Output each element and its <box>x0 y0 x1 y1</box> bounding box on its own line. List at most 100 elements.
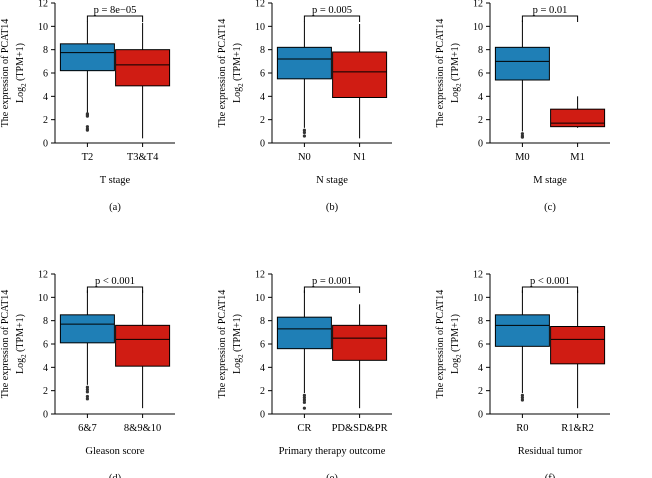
y-tick-label: 6 <box>478 69 483 80</box>
panel-label: (d) <box>109 473 122 478</box>
boxplot-panel: The expression of PCAT14 Log2 (TPM+1)0246… <box>0 0 175 213</box>
significance-bracket <box>521 15 579 22</box>
outlier-point <box>85 394 89 399</box>
x-tick-label: R0 <box>516 423 528 434</box>
outlier-point <box>85 128 89 132</box>
y-axis-label-tpm: (TPM+1) <box>15 314 26 354</box>
y-tick-label: 2 <box>478 115 483 126</box>
boxplot-panel: The expression of PCAT14 Log2 (TPM+1)0246… <box>435 0 610 213</box>
outlier-point <box>85 114 89 118</box>
x-tick-label: M0 <box>515 152 530 163</box>
x-axis-label: M stage <box>533 175 567 186</box>
p-value-label: p = 0.01 <box>533 5 568 16</box>
x-axis-label: Gleason score <box>85 446 145 457</box>
y-axis-label-log: Log <box>232 87 243 103</box>
x-tick-label: T2 <box>82 152 94 163</box>
outlier-point <box>520 132 525 136</box>
y-tick-label: 2 <box>43 386 48 397</box>
box-iqr <box>550 326 606 365</box>
y-tick-label: 2 <box>43 115 48 126</box>
y-tick-label: 10 <box>38 293 48 304</box>
y-axis-label: The expression of PCAT14 <box>0 19 11 128</box>
box-iqr <box>115 324 171 367</box>
panel-label: (e) <box>326 473 338 478</box>
x-axis-label: Primary therapy outcome <box>279 446 386 457</box>
y-axis-label: The expression of PCAT14 <box>0 290 11 399</box>
outlier-point <box>302 400 306 404</box>
y-tick-label: 8 <box>478 316 483 327</box>
y-tick-label: 8 <box>260 45 265 56</box>
y-tick-label: 2 <box>478 386 483 397</box>
y-axis-label-unit: Log2 (TPM+1) <box>15 314 28 374</box>
y-axis-label: The expression of PCAT14 <box>217 290 228 399</box>
x-tick-label: 6&7 <box>78 423 97 434</box>
y-tick-label: 12 <box>38 0 48 10</box>
y-axis-label-tpm: (TPM+1) <box>232 43 243 83</box>
y-tick-label: 10 <box>473 22 483 33</box>
y-tick-label: 4 <box>260 363 265 374</box>
x-tick-label: CR <box>297 423 311 434</box>
significance-bracket <box>303 286 361 293</box>
y-axis-label-tpm: (TPM+1) <box>15 43 26 83</box>
y-tick-label: 12 <box>473 0 483 10</box>
boxplot-panel: The expression of PCAT14 Log2 (TPM+1)0246… <box>217 270 392 478</box>
significance-bracket <box>303 15 361 22</box>
y-axis-label-unit: Log2 (TPM+1) <box>232 43 245 103</box>
y-tick-label: 12 <box>255 270 265 281</box>
box-iqr <box>115 49 171 87</box>
y-tick-label: 6 <box>478 340 483 351</box>
y-tick-label: 10 <box>255 22 265 33</box>
outlier-point <box>85 397 89 401</box>
y-axis-label-tpm: (TPM+1) <box>450 314 461 354</box>
box-iqr <box>59 43 115 72</box>
box-iqr <box>550 108 606 128</box>
x-tick-label: PD&SD&PR <box>332 423 388 434</box>
y-tick-label: 4 <box>43 363 48 374</box>
y-axis-label-unit: Log2 (TPM+1) <box>232 314 245 374</box>
y-tick-label: 6 <box>260 69 265 80</box>
y-axis-label-subscript: 2 <box>237 83 245 87</box>
outlier-point <box>302 134 306 138</box>
outlier-point <box>520 393 525 397</box>
box-iqr <box>59 314 115 344</box>
outlier-point <box>85 385 89 389</box>
y-axis-label-tpm: (TPM+1) <box>232 314 243 354</box>
outlier-point <box>302 398 306 402</box>
box-iqr <box>332 324 388 361</box>
y-axis-label-log: Log <box>15 358 26 374</box>
y-tick-label: 8 <box>43 45 48 56</box>
significance-bracket <box>86 286 144 293</box>
boxplot-panel: The expression of PCAT14 Log2 (TPM+1)0246… <box>0 270 175 478</box>
x-tick-label: N1 <box>353 152 366 163</box>
outlier-point <box>302 128 306 132</box>
y-tick-label: 12 <box>473 270 483 281</box>
outlier-point <box>302 406 306 410</box>
boxplot-panel: The expression of PCAT14 Log2 (TPM+1)0246… <box>217 0 392 213</box>
y-tick-label: 8 <box>478 45 483 56</box>
outlier-point <box>85 387 89 392</box>
y-axis-label-subscript: 2 <box>20 354 28 358</box>
x-tick-label: M1 <box>570 152 585 163</box>
y-tick-label: 4 <box>43 92 48 103</box>
y-tick-label: 0 <box>478 410 483 421</box>
p-value-label: p < 0.001 <box>95 276 135 287</box>
y-axis-label: The expression of PCAT14 <box>435 19 446 128</box>
y-tick-label: 0 <box>260 139 265 150</box>
x-axis-label: N stage <box>316 175 348 186</box>
outlier-point <box>520 398 525 402</box>
x-tick-label: 8&9&10 <box>124 423 161 434</box>
y-axis-label-log: Log <box>450 87 461 103</box>
outlier-point <box>85 125 89 129</box>
p-value-label: p = 8e−05 <box>94 5 137 16</box>
y-axis-label-subscript: 2 <box>237 354 245 358</box>
x-axis-label: Residual tumor <box>518 446 583 457</box>
y-axis-label-unit: Log2 (TPM+1) <box>450 314 463 374</box>
outlier-point <box>520 396 525 400</box>
y-axis-label-log: Log <box>15 87 26 103</box>
x-tick-label: T3&T4 <box>127 152 159 163</box>
outlier-point <box>302 393 306 397</box>
x-tick-label: N0 <box>298 152 311 163</box>
outlier-point <box>302 130 306 135</box>
outlier-point <box>520 135 525 139</box>
y-tick-label: 4 <box>478 363 483 374</box>
